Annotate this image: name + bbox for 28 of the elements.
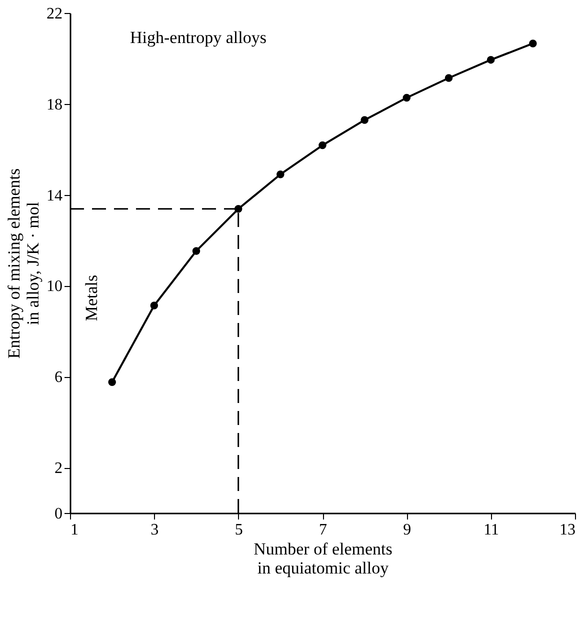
y-tick-label: 0 xyxy=(54,506,62,522)
y-tick-label: 6 xyxy=(54,369,62,386)
point xyxy=(108,378,116,386)
x-tick-label: 3 xyxy=(150,522,159,538)
point xyxy=(150,302,158,310)
x-tick-label: 1 xyxy=(70,522,78,538)
y-tick-label: 14 xyxy=(46,187,62,204)
y-tick-label: 10 xyxy=(46,278,62,296)
point xyxy=(192,247,200,255)
point xyxy=(318,141,326,150)
y-tick-label: 18 xyxy=(46,96,62,114)
point xyxy=(360,116,368,124)
point xyxy=(486,56,495,64)
point xyxy=(276,170,284,178)
x-tick-label: 13 xyxy=(560,522,576,538)
x-tick-label: 9 xyxy=(403,522,412,538)
y-tick-label: 2 xyxy=(54,460,62,478)
x-axis-title: Number of elements in equiatomic alloy xyxy=(254,540,392,578)
x-tick-label: 11 xyxy=(484,522,500,538)
y-axis-title: Entropy of mixing elements in alloy, J/K · mol xyxy=(4,168,42,359)
point xyxy=(444,74,453,82)
y-tick-label: 22 xyxy=(46,6,62,22)
point xyxy=(529,40,537,48)
point xyxy=(402,94,411,102)
x-tick-label: 7 xyxy=(319,522,327,538)
annotation: High-entropy alloys xyxy=(130,28,266,47)
x-tick-label: 5 xyxy=(234,522,243,538)
annotation: Metals xyxy=(82,274,101,322)
